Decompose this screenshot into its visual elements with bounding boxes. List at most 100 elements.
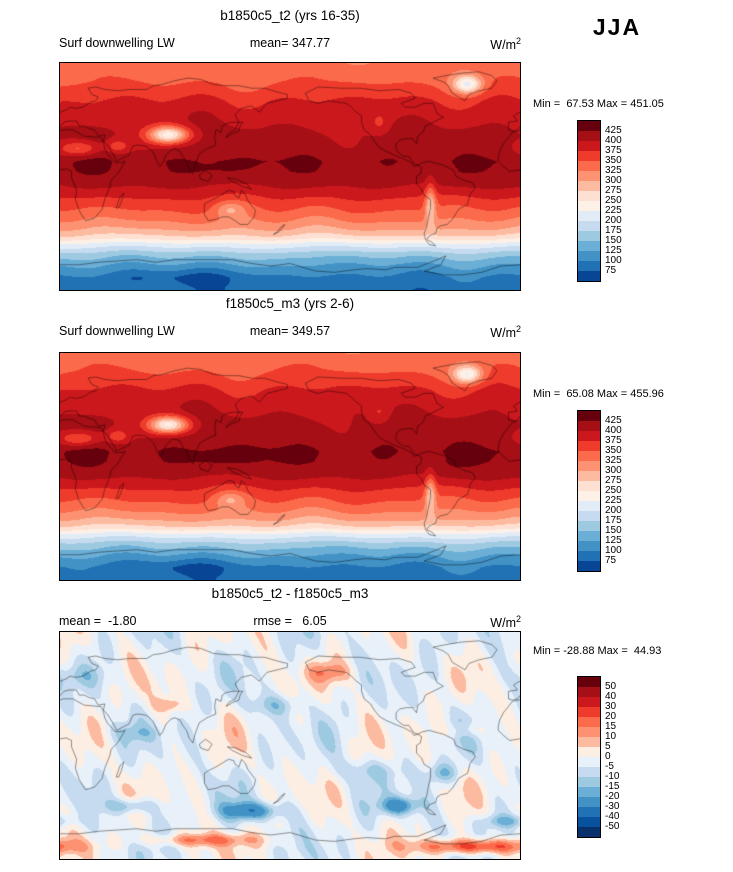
- colorbar-tick-label: -40: [605, 811, 620, 822]
- colorbar-segment: [578, 421, 600, 431]
- colorbar-tick-label: 200: [605, 505, 622, 516]
- colorbar-tick-label: 200: [605, 215, 622, 226]
- colorbar-tick-label: 75: [605, 265, 617, 276]
- colorbar-tick-label: 325: [605, 455, 622, 466]
- colorbar-tick-label: 175: [605, 225, 622, 236]
- field-label: Surf downwelling LW: [59, 36, 175, 50]
- colorbar-segment: [578, 767, 600, 777]
- mean-value: mean= 347.77: [249, 36, 331, 50]
- colorbar-tick-label: -10: [605, 771, 620, 782]
- map-frame-case1: [59, 62, 521, 291]
- units-exponent: 2: [515, 324, 521, 334]
- colorbar-segment: [578, 411, 600, 421]
- units-exponent: 2: [515, 614, 521, 624]
- colorbar-tick-label: 250: [605, 485, 622, 496]
- map-canvas-difference: [60, 632, 520, 859]
- colorbar-segment: [578, 717, 600, 727]
- colorbar-segment: [578, 151, 600, 161]
- panel-title: f1850c5_m3 (yrs 2-6): [225, 296, 355, 311]
- colorbar-segment: [578, 161, 600, 171]
- colorbar-segment: [578, 797, 600, 807]
- colorbar-segment: [578, 251, 600, 261]
- colorbar-segment: [578, 817, 600, 827]
- minmax-label: Min = 67.53 Max = 451.05: [533, 98, 664, 110]
- colorbar-segment: [578, 551, 600, 561]
- colorbar-tick-label: 15: [605, 721, 617, 732]
- colorbar-tick-label: -5: [605, 761, 614, 772]
- colorbar-tick-label: 300: [605, 465, 622, 476]
- colorbar-tick-label: 425: [605, 415, 622, 426]
- colorbar-segment: [578, 241, 600, 251]
- colorbar-segment: [578, 491, 600, 501]
- units-base: W/m: [490, 616, 516, 631]
- colorbar-tick-label: 75: [605, 555, 617, 566]
- panel-case2: f1850c5_m3 (yrs 2-6) Surf downwelling LW…: [0, 296, 733, 586]
- colorbar-segment: [578, 461, 600, 471]
- colorbar-segment: [578, 521, 600, 531]
- map-canvas-case2: [60, 353, 520, 580]
- panel-difference: b1850c5_t2 - f1850c5_m3 mean = -1.80 rms…: [0, 586, 733, 872]
- colorbar-tick-label: -15: [605, 781, 620, 792]
- colorbar-case2: 425 400 375 350 325 300 275 250 225 200 175 150 125 1…: [577, 410, 622, 572]
- colorbar-segment: [578, 697, 600, 707]
- colorbar-tick-label: 275: [605, 475, 622, 486]
- colorbar-segment: [578, 271, 600, 281]
- colorbar-segment: [578, 201, 600, 211]
- colorbar-tick-label: 100: [605, 545, 622, 556]
- minmax-label: Min = -28.88 Max = 44.93: [533, 645, 662, 657]
- colorbar-segment: [578, 687, 600, 697]
- units-label: W/m2: [490, 614, 521, 630]
- colorbar-segment: [578, 677, 600, 687]
- colorbar-tick-label: 275: [605, 185, 622, 196]
- colorbar-segment: [578, 541, 600, 551]
- mean-value: mean = -1.80: [59, 614, 137, 628]
- units-base: W/m: [490, 326, 516, 341]
- colorbar-segment: [578, 807, 600, 817]
- colorbar-tick-label: 50: [605, 681, 617, 692]
- colorbar-segment: [578, 707, 600, 717]
- units-label: W/m2: [490, 36, 521, 52]
- colorbar-segment: [578, 181, 600, 191]
- panel-title: b1850c5_t2 (yrs 16-35): [220, 8, 360, 23]
- colorbar-tick-label: 125: [605, 535, 622, 546]
- panel-subheader: Surf downwelling LW mean= 347.77 W/m2: [59, 36, 521, 52]
- colorbar-segment: [578, 261, 600, 271]
- colorbar-segment: [578, 747, 600, 757]
- colorbar-segment: [578, 211, 600, 221]
- colorbar-tick-label: 20: [605, 711, 617, 722]
- field-label: Surf downwelling LW: [59, 324, 175, 338]
- colorbar-segment: [578, 441, 600, 451]
- colorbar-tick-label: 250: [605, 195, 622, 206]
- colorbar-segment: [578, 777, 600, 787]
- colorbar-tick-label: 400: [605, 135, 622, 146]
- colorbar-segment: [578, 431, 600, 441]
- colorbar-tick-label: 5: [605, 741, 611, 752]
- colorbar-segment: [578, 451, 600, 461]
- colorbar-tick-label: 225: [605, 205, 622, 216]
- colorbar-tick-label: -30: [605, 801, 620, 812]
- colorbar-segment: [578, 471, 600, 481]
- colorbar-tick-label: 375: [605, 145, 622, 156]
- panel-subheader: Surf downwelling LW mean= 349.57 W/m2: [59, 324, 521, 340]
- units-base: W/m: [490, 38, 516, 53]
- colorbar-tick-label: 10: [605, 731, 617, 742]
- colorbar-segment: [578, 231, 600, 241]
- colorbar-segment: [578, 531, 600, 541]
- units-label: W/m2: [490, 324, 521, 340]
- colorbar-segment: [578, 131, 600, 141]
- colorbar-tick-label: 40: [605, 691, 617, 702]
- colorbar-tick-label: -20: [605, 791, 620, 802]
- colorbar-segment: [578, 737, 600, 747]
- colorbar-segment: [578, 511, 600, 521]
- colorbar-tick-label: 100: [605, 255, 622, 266]
- units-exponent: 2: [515, 36, 521, 46]
- map-frame-difference: [59, 631, 521, 860]
- map-canvas-case1: [60, 63, 520, 290]
- colorbar-tick-label: 0: [605, 751, 611, 762]
- minmax-label: Min = 65.08 Max = 455.96: [533, 388, 664, 400]
- colorbar-difference: 50 40 30 20 15 10 5 0 -5 -10 -15 -20 -30 -40 -50: [577, 676, 619, 838]
- colorbar-tick-label: 225: [605, 495, 622, 506]
- colorbar-segment: [578, 221, 600, 231]
- panel-subheader: mean = -1.80 rmse = 6.05 W/m2: [59, 614, 521, 630]
